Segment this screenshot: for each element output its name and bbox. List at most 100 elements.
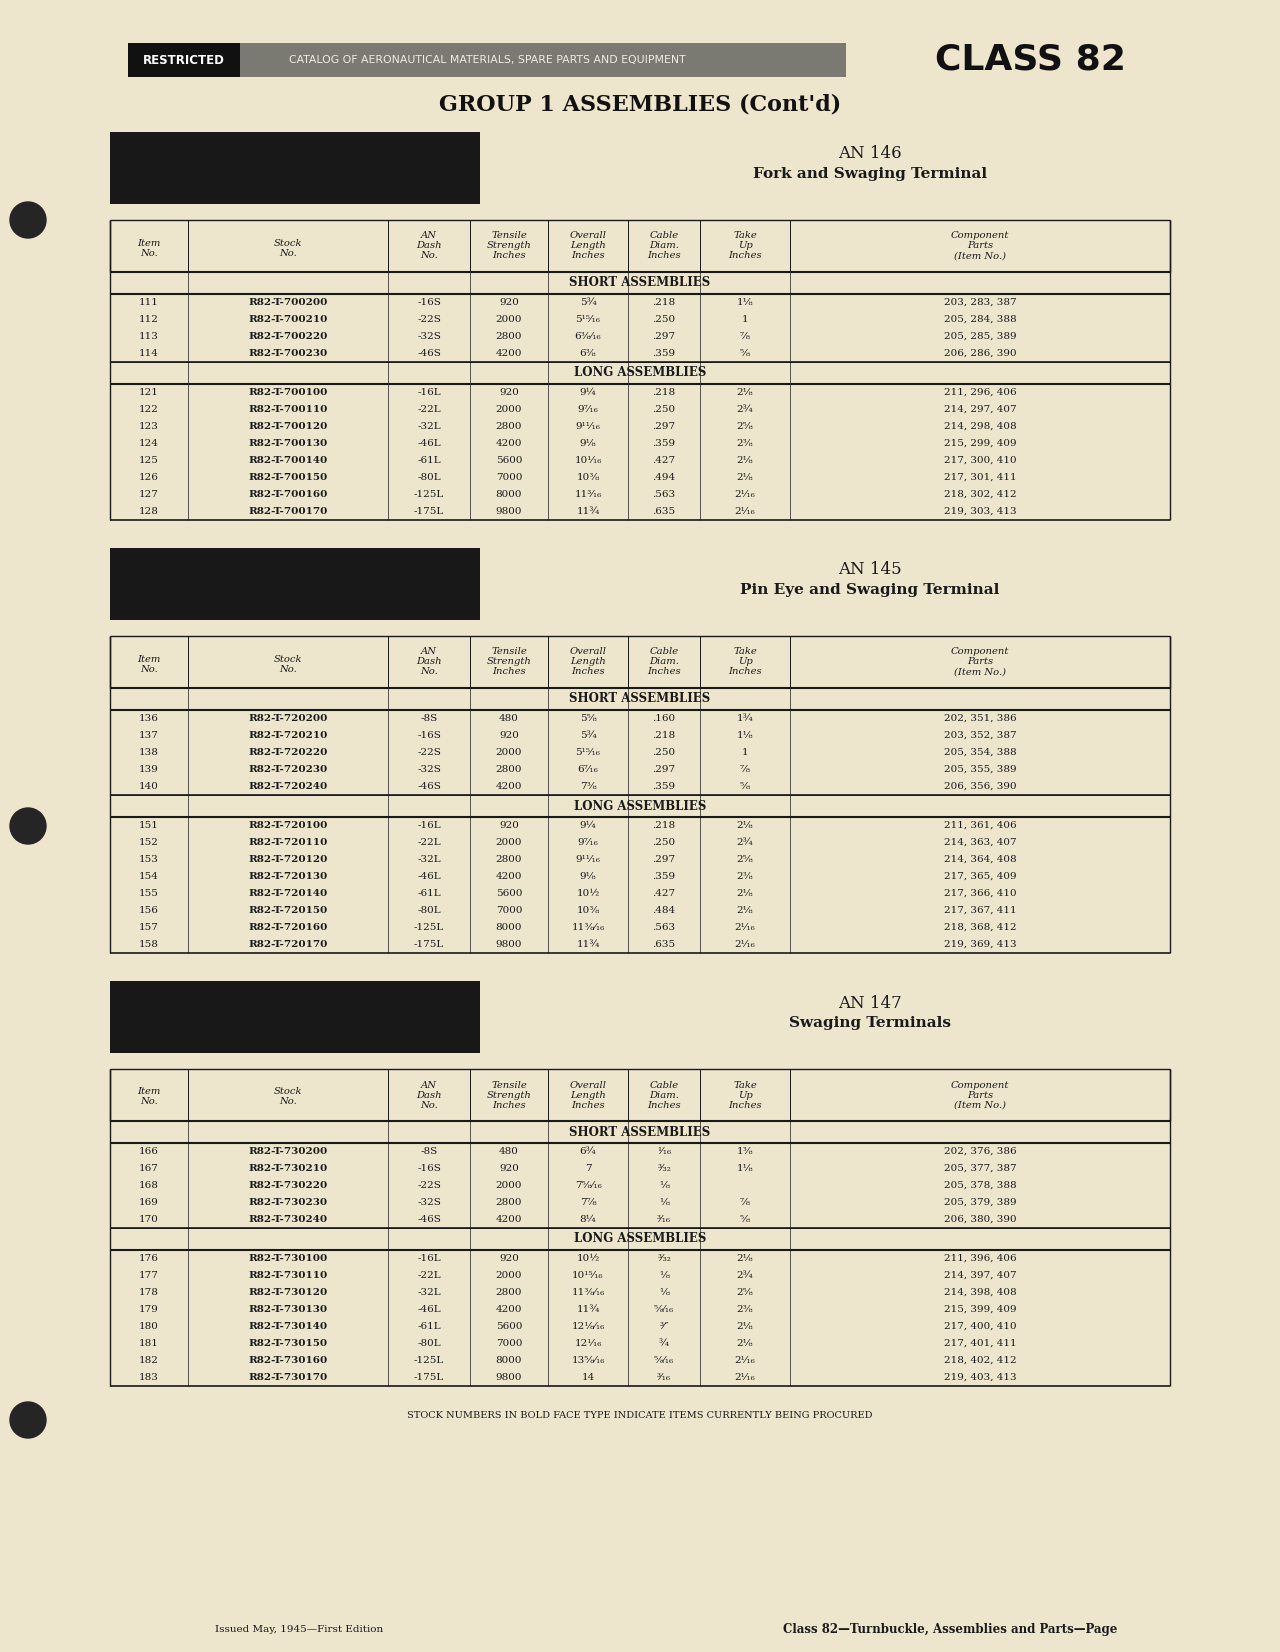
Text: -16S: -16S	[417, 730, 440, 740]
Text: 157: 157	[140, 923, 159, 932]
Text: 2⅜: 2⅜	[737, 1305, 754, 1313]
Text: Length: Length	[570, 657, 605, 666]
Text: R82-T-700210: R82-T-700210	[248, 316, 328, 324]
Text: 167: 167	[140, 1165, 159, 1173]
Text: Length: Length	[570, 1090, 605, 1100]
Text: -8S: -8S	[420, 1146, 438, 1156]
Text: Fork and Swaging Terminal: Fork and Swaging Terminal	[753, 167, 987, 182]
Text: 205, 284, 388: 205, 284, 388	[943, 316, 1016, 324]
Text: .494: .494	[653, 472, 676, 482]
Text: 205, 354, 388: 205, 354, 388	[943, 748, 1016, 757]
Text: Component: Component	[951, 1080, 1009, 1090]
Text: ⅝⁄₁₆: ⅝⁄₁₆	[654, 1356, 675, 1365]
Text: Strength: Strength	[486, 657, 531, 666]
Text: R82-T-700120: R82-T-700120	[248, 421, 328, 431]
Circle shape	[10, 1403, 46, 1437]
Text: 178: 178	[140, 1289, 159, 1297]
Text: ⅛: ⅛	[659, 1181, 669, 1189]
Text: 2¹⁄₁₆: 2¹⁄₁₆	[735, 940, 755, 948]
Text: 11⅜⁄₁₆: 11⅜⁄₁₆	[571, 923, 604, 932]
Text: Pin Eye and Swaging Terminal: Pin Eye and Swaging Terminal	[740, 583, 1000, 596]
Text: 214, 397, 407: 214, 397, 407	[943, 1270, 1016, 1280]
Text: 9⁷⁄₁₆: 9⁷⁄₁₆	[577, 405, 598, 415]
Text: 920: 920	[499, 821, 518, 829]
Text: 214, 297, 407: 214, 297, 407	[943, 405, 1016, 415]
Text: ⅛: ⅛	[659, 1198, 669, 1208]
Text: 8000: 8000	[495, 923, 522, 932]
Text: Take: Take	[733, 648, 756, 656]
Text: Stock: Stock	[274, 238, 302, 248]
Text: 10¹⁄₁₆: 10¹⁄₁₆	[575, 456, 602, 464]
Text: 127: 127	[140, 491, 159, 499]
Text: 10½: 10½	[576, 1254, 600, 1264]
Text: 7: 7	[585, 1165, 591, 1173]
Text: .359: .359	[653, 439, 676, 448]
Bar	[110, 981, 480, 1052]
Text: 8000: 8000	[495, 1356, 522, 1365]
Text: -46S: -46S	[417, 349, 440, 358]
Text: R82-T-720130: R82-T-720130	[248, 872, 328, 881]
Text: LONG ASSEMBLIES: LONG ASSEMBLIES	[573, 1232, 707, 1246]
Text: (Item No.): (Item No.)	[954, 1100, 1006, 1110]
Text: -16L: -16L	[417, 821, 440, 829]
Text: No.: No.	[279, 1097, 297, 1107]
Text: ⅞: ⅞	[740, 1198, 750, 1208]
Text: R82-T-730210: R82-T-730210	[248, 1165, 328, 1173]
Text: 126: 126	[140, 472, 159, 482]
Text: ³⁄₃₂: ³⁄₃₂	[657, 1254, 671, 1264]
Text: .635: .635	[653, 940, 676, 948]
Text: R82-T-720140: R82-T-720140	[248, 889, 328, 899]
Text: 9800: 9800	[495, 507, 522, 515]
Text: -175L: -175L	[413, 507, 444, 515]
Text: -32L: -32L	[417, 1289, 440, 1297]
Text: .297: .297	[653, 856, 676, 864]
Text: 5⅝: 5⅝	[580, 714, 596, 724]
Text: AN 146: AN 146	[838, 145, 902, 162]
Text: 2⅝: 2⅝	[736, 856, 754, 864]
Text: Cable: Cable	[649, 648, 678, 656]
Text: 920: 920	[499, 297, 518, 307]
Text: 9800: 9800	[495, 940, 522, 948]
Text: 124: 124	[140, 439, 159, 448]
Text: Inches: Inches	[571, 251, 605, 261]
Text: 1⅛: 1⅛	[737, 1165, 754, 1173]
Text: R82-T-700150: R82-T-700150	[248, 472, 328, 482]
Text: 12⅛⁄₁₆: 12⅛⁄₁₆	[571, 1322, 604, 1332]
Text: ⅝: ⅝	[740, 781, 750, 791]
Text: 202, 376, 386: 202, 376, 386	[943, 1146, 1016, 1156]
Text: 1⅛: 1⅛	[737, 297, 754, 307]
Text: -22L: -22L	[417, 1270, 440, 1280]
Text: 4200: 4200	[495, 439, 522, 448]
Text: AN: AN	[421, 1080, 436, 1090]
Text: 211, 296, 406: 211, 296, 406	[943, 388, 1016, 396]
Text: SHORT ASSEMBLIES: SHORT ASSEMBLIES	[570, 692, 710, 705]
Text: 211, 361, 406: 211, 361, 406	[943, 821, 1016, 829]
Text: 12¹⁄₁₆: 12¹⁄₁₆	[575, 1340, 602, 1348]
Text: 155: 155	[140, 889, 159, 899]
Text: R82-T-730170: R82-T-730170	[248, 1373, 328, 1383]
Text: -32L: -32L	[417, 856, 440, 864]
Text: -46S: -46S	[417, 781, 440, 791]
Text: .563: .563	[653, 923, 676, 932]
Text: 5600: 5600	[495, 889, 522, 899]
Text: R82-T-700170: R82-T-700170	[248, 507, 328, 515]
Bar	[110, 548, 480, 620]
Text: Diam.: Diam.	[649, 657, 678, 666]
Text: .218: .218	[653, 821, 676, 829]
Text: .218: .218	[653, 388, 676, 396]
Text: 1⅜: 1⅜	[737, 1146, 754, 1156]
Text: 203, 283, 387: 203, 283, 387	[943, 297, 1016, 307]
Text: 1: 1	[741, 748, 749, 757]
Text: No.: No.	[420, 1100, 438, 1110]
Text: 6⅜: 6⅜	[580, 349, 596, 358]
Text: 217, 365, 409: 217, 365, 409	[943, 872, 1016, 881]
Text: -175L: -175L	[413, 1373, 444, 1383]
Text: Take: Take	[733, 1080, 756, 1090]
Text: Inches: Inches	[648, 1100, 681, 1110]
Text: ⅛: ⅛	[659, 1270, 669, 1280]
Text: 5¾: 5¾	[580, 297, 596, 307]
Text: 6⁷⁄₁₆: 6⁷⁄₁₆	[577, 765, 598, 775]
Text: 154: 154	[140, 872, 159, 881]
Text: 202, 351, 386: 202, 351, 386	[943, 714, 1016, 724]
Text: 211, 396, 406: 211, 396, 406	[943, 1254, 1016, 1264]
